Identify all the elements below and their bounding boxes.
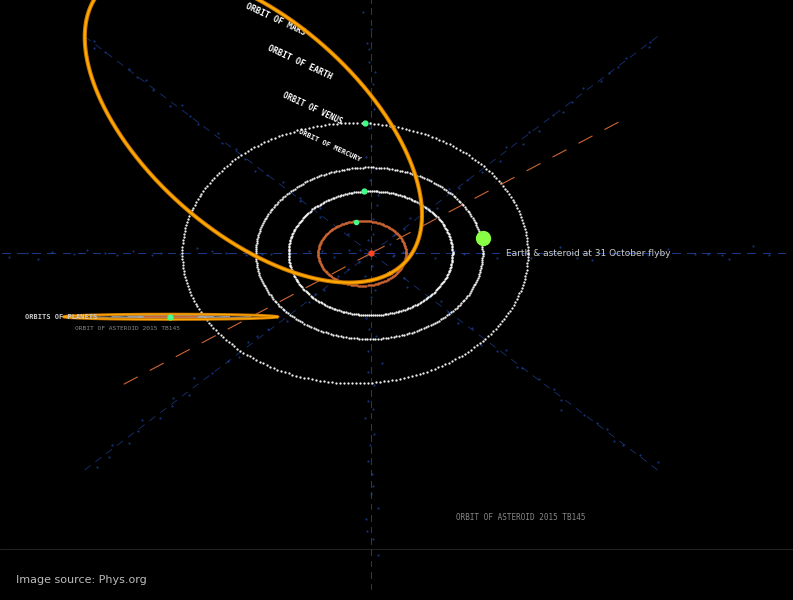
Text: ORBIT OF MERCURY: ORBIT OF MERCURY: [297, 128, 362, 162]
Text: ORBIT OF MARS: ORBIT OF MARS: [244, 2, 307, 38]
Text: ORBIT OF ASTEROID 2015 TB145: ORBIT OF ASTEROID 2015 TB145: [75, 326, 180, 331]
Text: ORBIT OF VENUS: ORBIT OF VENUS: [282, 90, 344, 126]
Text: ORBIT OF EARTH: ORBIT OF EARTH: [266, 44, 333, 82]
Text: Image source: Phys.org: Image source: Phys.org: [16, 575, 147, 585]
Text: ORBIT OF ASTEROID 2015 TB145: ORBIT OF ASTEROID 2015 TB145: [456, 512, 585, 521]
Text: ORBITS OF PLANETS: ORBITS OF PLANETS: [25, 314, 98, 320]
Text: Earth & asteroid at 31 October flyby: Earth & asteroid at 31 October flyby: [506, 249, 671, 258]
